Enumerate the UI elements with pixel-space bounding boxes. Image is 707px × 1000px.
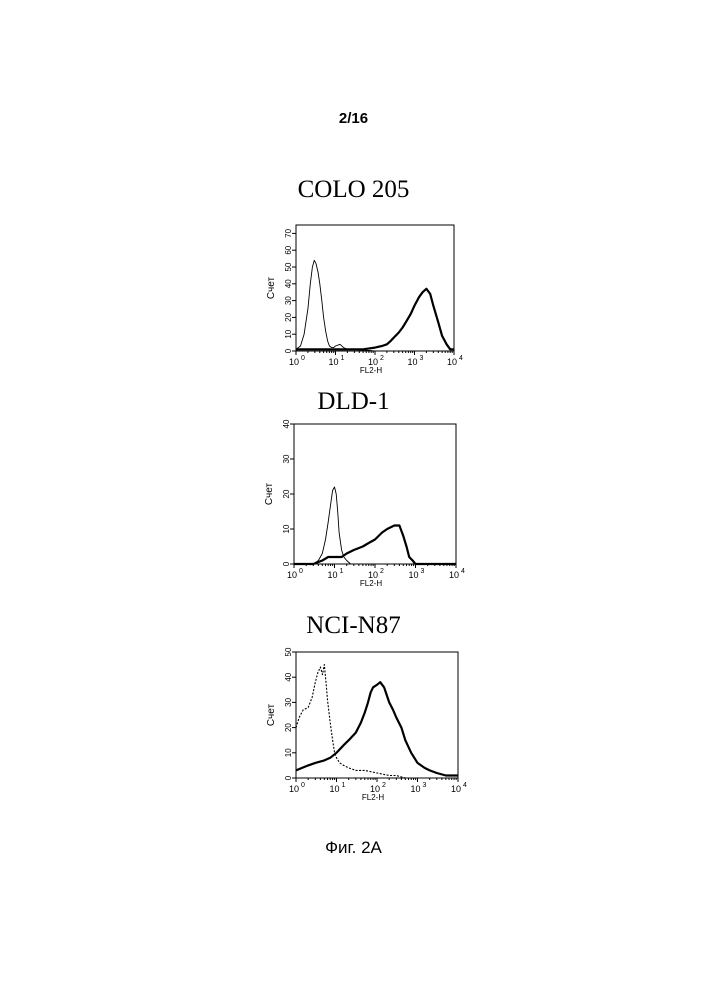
y-tick-label: 10 — [284, 748, 293, 757]
x-tick-label: 10 — [287, 570, 297, 580]
x-tick-label: 10 — [368, 570, 378, 580]
y-tick-label: 0 — [284, 775, 293, 780]
y-tick-label: 20 — [284, 723, 293, 732]
chart-title-dld1: DLD-1 — [317, 388, 390, 415]
figure-caption: Фиг. 2A — [325, 838, 382, 857]
y-tick-label: 10 — [282, 524, 291, 533]
x-tick-exponent: 1 — [340, 568, 344, 575]
x-tick-exponent: 2 — [380, 568, 384, 575]
y-tick-label: 0 — [282, 561, 291, 566]
x-tick-label: 10 — [329, 784, 339, 794]
x-tick-exponent: 2 — [382, 782, 386, 789]
y-tick-label: 70 — [284, 228, 293, 237]
x-tick-label: 10 — [368, 357, 378, 367]
x-tick-label: 10 — [327, 570, 337, 580]
x-axis-label: FL2-H — [360, 366, 382, 375]
x-tick-exponent: 0 — [299, 568, 303, 575]
y-axis-label: Счет — [264, 483, 275, 506]
x-tick-exponent: 3 — [420, 355, 424, 362]
x-tick-exponent: 0 — [301, 782, 305, 789]
y-tick-label: 60 — [284, 245, 293, 254]
y-tick-label: 30 — [284, 296, 293, 305]
y-tick-label: 20 — [282, 489, 291, 498]
y-tick-label: 30 — [284, 697, 293, 706]
x-tick-label: 10 — [328, 357, 338, 367]
y-axis-label: Счет — [266, 277, 277, 300]
histogram-series-thin — [294, 486, 456, 565]
page-number: 2/16 — [338, 110, 369, 127]
y-tick-label: 40 — [282, 419, 291, 428]
chart-title-nci-n87: NCI-N87 — [306, 612, 401, 639]
y-tick-label: 50 — [284, 262, 293, 271]
x-tick-label: 10 — [449, 570, 459, 580]
x-tick-label: 10 — [370, 784, 380, 794]
y-tick-label: 10 — [284, 329, 293, 338]
x-tick-exponent: 4 — [459, 355, 463, 362]
y-tick-label: 20 — [284, 312, 293, 321]
x-tick-label: 10 — [408, 570, 418, 580]
x-tick-exponent: 4 — [461, 568, 465, 575]
x-tick-label: 10 — [407, 357, 417, 367]
plot-frame — [295, 651, 459, 779]
y-tick-label: 30 — [282, 454, 291, 463]
histogram-series-dotted — [295, 664, 458, 779]
histogram-series-bold — [296, 287, 454, 351]
y-tick-label: 40 — [284, 279, 293, 288]
x-tick-label: 10 — [289, 784, 299, 794]
x-tick-exponent: 2 — [380, 355, 384, 362]
x-tick-exponent: 3 — [423, 782, 427, 789]
y-axis-label: Счет — [266, 704, 277, 727]
y-tick-label: 0 — [284, 348, 293, 353]
x-tick-exponent: 4 — [463, 782, 467, 789]
chart-title-colo205: COLO 205 — [297, 176, 410, 203]
x-tick-exponent: 1 — [342, 782, 346, 789]
histogram-series-bold — [294, 524, 456, 566]
x-axis-label: FL2-H — [360, 579, 382, 588]
x-tick-label: 10 — [447, 357, 457, 367]
x-tick-label: 10 — [410, 784, 420, 794]
x-tick-exponent: 3 — [421, 568, 425, 575]
x-tick-exponent: 0 — [301, 355, 305, 362]
y-tick-label: 50 — [284, 647, 293, 656]
x-tick-exponent: 1 — [341, 355, 345, 362]
x-tick-label: 10 — [451, 784, 461, 794]
histogram-series-bold — [295, 681, 458, 777]
x-axis-label: FL2-H — [362, 793, 384, 802]
x-tick-label: 10 — [289, 357, 299, 367]
y-tick-label: 40 — [284, 672, 293, 681]
